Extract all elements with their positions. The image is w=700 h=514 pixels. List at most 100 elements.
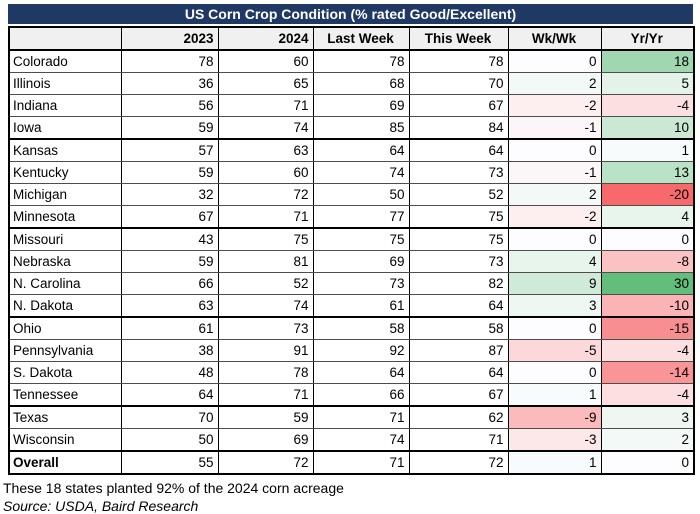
table-row: Tennessee 64 71 66 67 1 -4 bbox=[8, 383, 695, 407]
col-2023-cell: 78 bbox=[120, 49, 219, 73]
wkwk-cell: 1 bbox=[507, 450, 602, 475]
yryr-cell: -8 bbox=[600, 250, 695, 273]
state-cell: Pennsylvania bbox=[8, 339, 122, 362]
state-cell: Iowa bbox=[8, 116, 122, 140]
wkwk-cell: 0 bbox=[507, 138, 602, 162]
header-cell-wk-wk: Wk/Wk bbox=[507, 26, 602, 51]
yryr-cell: -10 bbox=[600, 294, 695, 318]
last-week-cell: 68 bbox=[312, 72, 410, 95]
wkwk-cell: -3 bbox=[507, 428, 602, 452]
table-row: Wisconsin 50 69 74 71 -3 2 bbox=[8, 428, 695, 452]
col-2024-cell: 71 bbox=[217, 94, 314, 117]
table-header: 2023 2024 Last Week This Week Wk/Wk Yr/Yr bbox=[8, 26, 695, 51]
col-2023-cell: 66 bbox=[120, 272, 219, 295]
state-cell: Missouri bbox=[8, 227, 122, 251]
last-week-cell: 77 bbox=[312, 205, 410, 229]
col-2024-cell: 78 bbox=[217, 361, 314, 384]
state-cell: Tennessee bbox=[8, 383, 122, 407]
this-week-cell: 71 bbox=[408, 428, 509, 452]
last-week-cell: 50 bbox=[312, 183, 410, 206]
table-row: N. Dakota 63 74 61 64 3 -10 bbox=[8, 294, 695, 318]
header-cell-2024: 2024 bbox=[217, 26, 314, 51]
wkwk-cell: 0 bbox=[507, 361, 602, 384]
state-cell: Overall bbox=[8, 450, 122, 475]
yryr-cell: -4 bbox=[600, 383, 695, 407]
col-2023-cell: 48 bbox=[120, 361, 219, 384]
header-cell-this-week: This Week bbox=[408, 26, 509, 51]
col-2023-cell: 50 bbox=[120, 428, 219, 452]
this-week-cell: 62 bbox=[408, 405, 509, 429]
state-cell: N. Dakota bbox=[8, 294, 122, 318]
col-2023-cell: 59 bbox=[120, 116, 219, 140]
col-2024-cell: 72 bbox=[217, 450, 314, 475]
this-week-cell: 78 bbox=[408, 49, 509, 73]
state-cell: Minnesota bbox=[8, 205, 122, 229]
table-title: US Corn Crop Condition (% rated Good/Exc… bbox=[8, 4, 693, 24]
state-cell: Kansas bbox=[8, 138, 122, 162]
state-cell: Indiana bbox=[8, 94, 122, 117]
yryr-cell: -4 bbox=[600, 339, 695, 362]
yryr-cell: 4 bbox=[600, 205, 695, 229]
col-2024-cell: 72 bbox=[217, 183, 314, 206]
wkwk-cell: 2 bbox=[507, 183, 602, 206]
state-cell: Nebraska bbox=[8, 250, 122, 273]
table-row: Iowa 59 74 85 84 -1 10 bbox=[8, 116, 695, 140]
state-cell: S. Dakota bbox=[8, 361, 122, 384]
state-cell: Wisconsin bbox=[8, 428, 122, 452]
yryr-cell: 2 bbox=[600, 428, 695, 452]
last-week-cell: 69 bbox=[312, 94, 410, 117]
last-week-cell: 66 bbox=[312, 383, 410, 407]
yryr-cell: 3 bbox=[600, 405, 695, 429]
wkwk-cell: 4 bbox=[507, 250, 602, 273]
table-row: Texas 70 59 71 62 -9 3 bbox=[8, 405, 695, 429]
col-2023-cell: 64 bbox=[120, 383, 219, 407]
this-week-cell: 75 bbox=[408, 205, 509, 229]
report-sheet: US Corn Crop Condition (% rated Good/Exc… bbox=[3, 4, 695, 514]
last-week-cell: 69 bbox=[312, 250, 410, 273]
header-cell-2023: 2023 bbox=[120, 26, 219, 51]
state-cell: Colorado bbox=[8, 49, 122, 73]
this-week-cell: 67 bbox=[408, 383, 509, 407]
col-2023-cell: 59 bbox=[120, 161, 219, 184]
this-week-cell: 64 bbox=[408, 138, 509, 162]
col-2023-cell: 43 bbox=[120, 227, 219, 251]
state-cell: Michigan bbox=[8, 183, 122, 206]
table-row: Kentucky 59 60 74 73 -1 13 bbox=[8, 161, 695, 184]
yryr-cell: 1 bbox=[600, 138, 695, 162]
col-2024-cell: 81 bbox=[217, 250, 314, 273]
col-2024-cell: 59 bbox=[217, 405, 314, 429]
last-week-cell: 61 bbox=[312, 294, 410, 318]
wkwk-cell: 9 bbox=[507, 272, 602, 295]
col-2023-cell: 55 bbox=[120, 450, 219, 475]
yryr-cell: -20 bbox=[600, 183, 695, 206]
col-2024-cell: 71 bbox=[217, 383, 314, 407]
col-2024-cell: 74 bbox=[217, 116, 314, 140]
col-2023-cell: 57 bbox=[120, 138, 219, 162]
state-cell: Illinois bbox=[8, 72, 122, 95]
state-cell: Texas bbox=[8, 405, 122, 429]
wkwk-cell: 0 bbox=[507, 227, 602, 251]
col-2023-cell: 61 bbox=[120, 316, 219, 340]
this-week-cell: 70 bbox=[408, 72, 509, 95]
wkwk-cell: 1 bbox=[507, 383, 602, 407]
last-week-cell: 64 bbox=[312, 138, 410, 162]
this-week-cell: 64 bbox=[408, 361, 509, 384]
wkwk-cell: -1 bbox=[507, 116, 602, 140]
table-row: Missouri 43 75 75 75 0 0 bbox=[8, 227, 695, 251]
col-2023-cell: 67 bbox=[120, 205, 219, 229]
wkwk-cell: -2 bbox=[507, 205, 602, 229]
col-2023-cell: 38 bbox=[120, 339, 219, 362]
col-2024-cell: 91 bbox=[217, 339, 314, 362]
this-week-cell: 73 bbox=[408, 250, 509, 273]
footnote-text: These 18 states planted 92% of the 2024 … bbox=[3, 480, 344, 496]
yryr-cell: 10 bbox=[600, 116, 695, 140]
table-row: Overall 55 72 71 72 1 0 bbox=[8, 450, 695, 475]
this-week-cell: 73 bbox=[408, 161, 509, 184]
col-2024-cell: 65 bbox=[217, 72, 314, 95]
yryr-cell: 30 bbox=[600, 272, 695, 295]
col-2023-cell: 56 bbox=[120, 94, 219, 117]
col-2024-cell: 73 bbox=[217, 316, 314, 340]
col-2024-cell: 60 bbox=[217, 49, 314, 73]
col-2024-cell: 75 bbox=[217, 227, 314, 251]
col-2023-cell: 70 bbox=[120, 405, 219, 429]
